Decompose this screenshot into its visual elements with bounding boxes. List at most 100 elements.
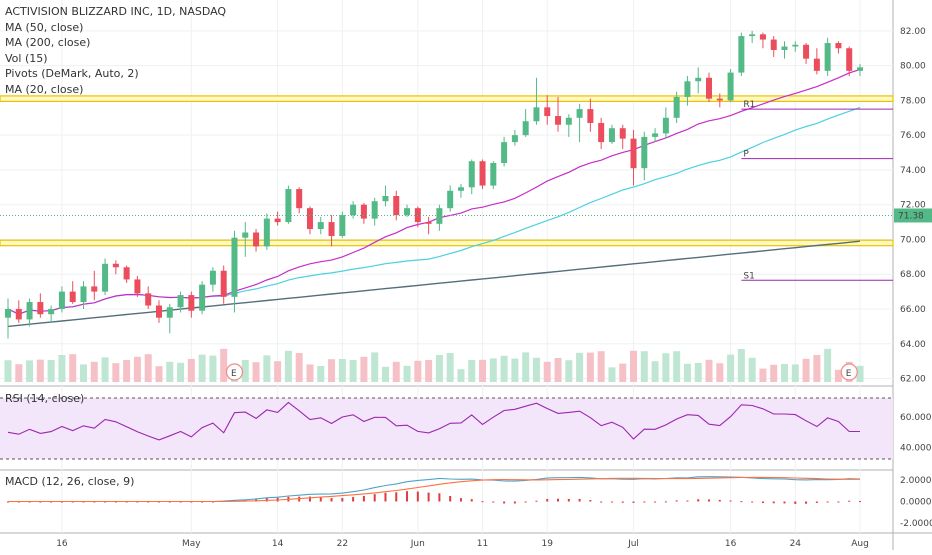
macd-histogram-bar (265, 497, 268, 502)
candle-body (123, 267, 130, 280)
support-resistance-band (0, 239, 894, 247)
volume-bar (133, 356, 141, 382)
candle-body (404, 208, 411, 216)
rsi-panel-title[interactable]: RSI (14, close) (5, 392, 85, 405)
macd-histogram-bar (481, 501, 484, 503)
candle-body (145, 293, 152, 306)
volume-bar (489, 358, 497, 382)
volume-bar (748, 357, 756, 382)
macd-histogram-bar (686, 500, 689, 502)
legend-volume[interactable]: Vol (15) (5, 51, 48, 65)
volume-bar (360, 356, 368, 382)
pivot-label: S1 (743, 271, 754, 281)
legend-pivots[interactable]: Pivots (DeMark, Auto, 2) (5, 67, 139, 80)
volume-bar (317, 366, 325, 382)
candle-body (619, 128, 626, 139)
volume-bar (694, 363, 702, 382)
volume-bar (241, 360, 249, 382)
volume-bar (554, 358, 562, 382)
candle-body (350, 204, 357, 216)
volume-bar (813, 355, 821, 382)
volume-bar (403, 365, 411, 382)
macd-histogram-bar (848, 500, 851, 502)
rsi-tick-label: 60.0000 (900, 413, 932, 423)
macd-histogram-bar (610, 501, 613, 503)
volume-bar (209, 355, 217, 382)
volume-bar (349, 360, 357, 382)
volume-bar (69, 354, 77, 382)
candle-body (328, 222, 335, 236)
price-tick-label: 64.00 (900, 340, 926, 350)
candle-body (26, 302, 33, 320)
volume-bar (371, 352, 379, 382)
volume-bar (834, 369, 842, 382)
macd-panel-title[interactable]: MACD (12, 26, close, 9) (5, 475, 135, 488)
candle-body (759, 34, 766, 40)
candle-body (274, 218, 281, 223)
legend-ma200[interactable]: MA (200, close) (5, 36, 91, 49)
candle-body (425, 222, 432, 224)
macd-tick-label: -2.0000 (900, 519, 932, 529)
candle-body (134, 279, 141, 294)
macd-histogram-bar (384, 492, 387, 502)
macd-histogram-bar (772, 501, 775, 504)
volume-bar (802, 358, 810, 382)
macd-histogram-bar (362, 495, 365, 502)
volume-bar (543, 361, 551, 382)
candle-body (684, 81, 691, 97)
candle-body (501, 142, 508, 163)
volume-bar (425, 360, 433, 382)
candle-body (371, 201, 378, 219)
macd-histogram-bar (492, 501, 495, 503)
volume-bar (705, 359, 713, 382)
macd-histogram-bar (255, 498, 258, 502)
macd-histogram-bar (395, 492, 398, 502)
volume-bar (328, 359, 336, 382)
candle-body (598, 122, 605, 143)
candle-body (857, 67, 863, 71)
volume-bar (597, 351, 605, 382)
candle-body (91, 286, 98, 292)
price-tick-label: 82.00 (900, 27, 926, 37)
volume-bar (511, 358, 519, 382)
macd-histogram-bar (308, 496, 311, 502)
candle-body (112, 263, 119, 268)
volume-bar (791, 364, 799, 382)
candle-body (382, 196, 389, 202)
volume-bar (824, 348, 832, 382)
price-tick-label: 62.00 (900, 375, 926, 385)
volume-bar (123, 360, 131, 382)
volume-bar (630, 350, 638, 382)
candle-body (608, 128, 615, 143)
volume-bar (716, 363, 724, 382)
candle-body (447, 190, 454, 209)
candle-body (803, 44, 810, 59)
candle-body (662, 117, 669, 134)
legend-ma50[interactable]: MA (50, close) (5, 20, 84, 34)
volume-bar (479, 359, 487, 382)
macd-histogram-bar (664, 501, 667, 503)
candle-body (695, 77, 702, 82)
candle-body (835, 43, 842, 49)
volume-bar (759, 368, 767, 382)
time-tick-label: 16 (56, 539, 68, 549)
volume-bar (58, 355, 66, 382)
earnings-badge-circle (840, 363, 858, 381)
volume-bar (500, 355, 508, 382)
volume-bar (26, 360, 34, 382)
rsi-band-fill (0, 398, 893, 459)
candle-body (533, 107, 540, 122)
candle-body (457, 187, 464, 191)
volume-bar (295, 353, 303, 382)
candle-body (339, 215, 346, 236)
candle-body (69, 291, 76, 303)
chart-title[interactable]: ACTIVISION BLIZZARD INC, 1D, NASDAQ (5, 5, 227, 18)
time-tick-label: 14 (272, 539, 284, 549)
macd-histogram-bar (373, 494, 376, 502)
volume-bar (15, 364, 23, 382)
macd-histogram-bar (783, 501, 786, 504)
macd-histogram-bar (751, 501, 754, 503)
legend-ma20[interactable]: MA (20, close) (5, 82, 84, 96)
volume-bar (446, 353, 454, 382)
